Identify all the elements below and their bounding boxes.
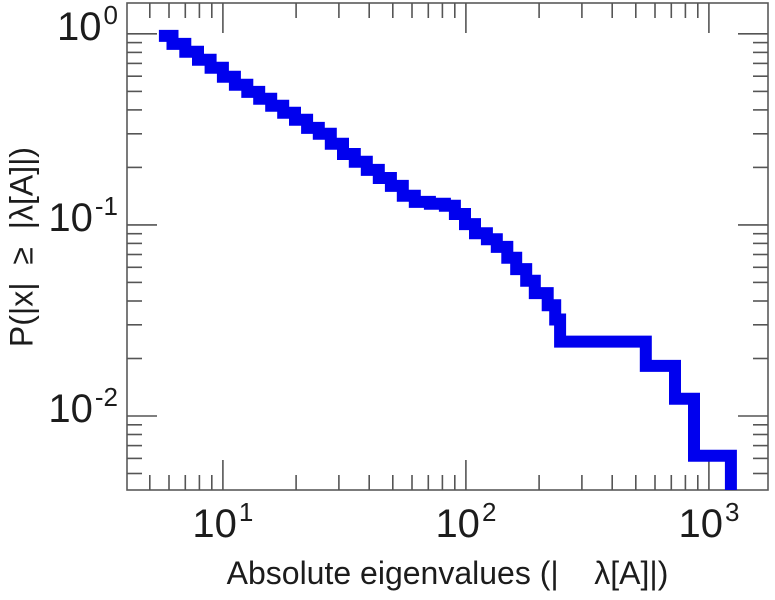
x-tick-label: 103 — [678, 497, 740, 546]
y-axis-label: P(|x| ≥ |λ[A]|) — [3, 146, 40, 348]
x-axis-label: Absolute eigenvalues (| λ[A]|) — [226, 555, 669, 591]
x-tick-label: 102 — [435, 497, 497, 546]
y-tick-label: 10-1 — [48, 190, 118, 240]
axis-ticks — [127, 3, 768, 490]
y-tick-label: 10-2 — [48, 382, 118, 431]
plot-frame — [126, 2, 769, 491]
ccdf-curve — [158, 29, 737, 490]
y-tick-label: 100 — [57, 0, 118, 49]
x-tick-label: 101 — [192, 497, 254, 546]
